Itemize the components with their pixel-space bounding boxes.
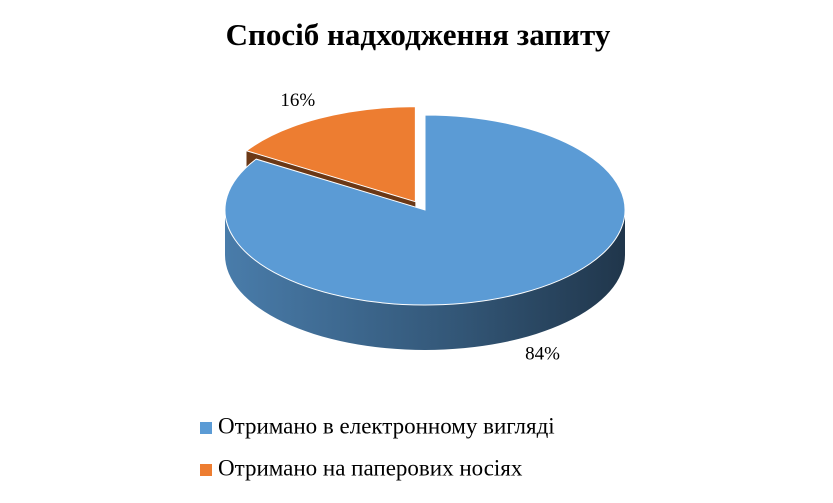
- legend-label: Отримано в електронному вигляді: [218, 413, 555, 438]
- legend-label: Отримано на паперових носіях: [218, 455, 523, 480]
- slice: [224, 114, 626, 306]
- slice-wall: [225, 210, 625, 350]
- legend-swatch: [200, 464, 212, 476]
- legend-swatch: [200, 422, 212, 434]
- chart-title: Спосіб надходження запиту: [226, 17, 611, 52]
- data-label: 84%: [525, 343, 560, 364]
- slice: [245, 106, 416, 203]
- data-label: 16%: [280, 90, 315, 111]
